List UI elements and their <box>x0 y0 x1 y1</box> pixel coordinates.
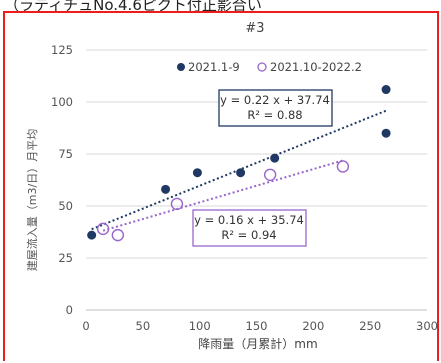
data-point-series-0-1 <box>161 184 171 194</box>
x-tick-label-250: 250 <box>359 319 381 333</box>
chart-frame <box>3 11 439 361</box>
legend-marker-2021-10-2022-2 <box>257 62 267 72</box>
gridlines <box>86 49 427 311</box>
data-point-series-0-5 <box>381 85 391 95</box>
x-axis-label: 降雨量（月累計）mm <box>198 336 317 351</box>
data-point-series-1-1 <box>111 228 125 242</box>
x-tick-label-0: 0 <box>82 319 89 333</box>
trendline-equation-2021-10-2022-2: y = 0.16 x + 35.74 <box>194 213 304 227</box>
legend-marker-2021-1-9 <box>177 63 185 71</box>
x-tick-label-50: 50 <box>136 319 151 333</box>
legend: 2021.1-9 2021.10-2022.2 <box>177 60 362 74</box>
trendline-r2-2021-1-9: R² = 0.88 <box>247 108 302 122</box>
y-tick-label-125: 125 <box>51 43 73 57</box>
legend-label-2021-10-2022-2: 2021.10-2022.2 <box>270 60 362 74</box>
x-tick-label-150: 150 <box>246 319 268 333</box>
y-tick-label-25: 25 <box>58 251 73 265</box>
data-point-series-0-4 <box>270 153 280 163</box>
trendline-series-1 <box>102 159 344 232</box>
y-tick-label-0: 0 <box>66 303 73 317</box>
x-tick-label-200: 200 <box>302 319 324 333</box>
axes: 0 25 50 75 100 125 0 50 100 150 200 250 300 <box>51 43 438 333</box>
x-tick-label-300: 300 <box>416 319 438 333</box>
x-tick-label-100: 100 <box>189 319 211 333</box>
trendline-r2-2021-10-2022-2: R² = 0.94 <box>221 228 276 242</box>
y-tick-label-75: 75 <box>58 147 73 161</box>
legend-label-2021-1-9: 2021.1-9 <box>188 60 240 74</box>
data-point-series-0-0 <box>87 230 97 240</box>
data-point-series-1-2 <box>170 197 184 211</box>
top-caption: （ラティチュNo.4.6ピクト付正影合い <box>4 0 262 13</box>
y-tick-label-100: 100 <box>51 95 73 109</box>
data-point-series-0-6 <box>381 128 391 138</box>
data-point-series-0-3 <box>236 168 246 178</box>
data-points <box>87 85 391 242</box>
trendline-equation-box-2021-10-2022-2: y = 0.16 x + 35.74 R² = 0.94 <box>192 209 307 247</box>
data-point-series-1-4 <box>336 160 350 173</box>
y-axis-label: 建屋流入量（m3/日）月平均 <box>25 129 39 271</box>
data-point-series-0-2 <box>192 168 202 178</box>
chart-title: #3 <box>245 21 264 36</box>
trendline-equation-box-2021-1-9: y = 0.22 x + 37.74 R² = 0.88 <box>218 89 333 127</box>
y-tick-label-50: 50 <box>58 199 73 213</box>
trendline-equation-2021-1-9: y = 0.22 x + 37.74 <box>220 93 330 107</box>
data-point-series-1-0 <box>96 222 110 236</box>
data-point-series-1-3 <box>263 168 277 182</box>
